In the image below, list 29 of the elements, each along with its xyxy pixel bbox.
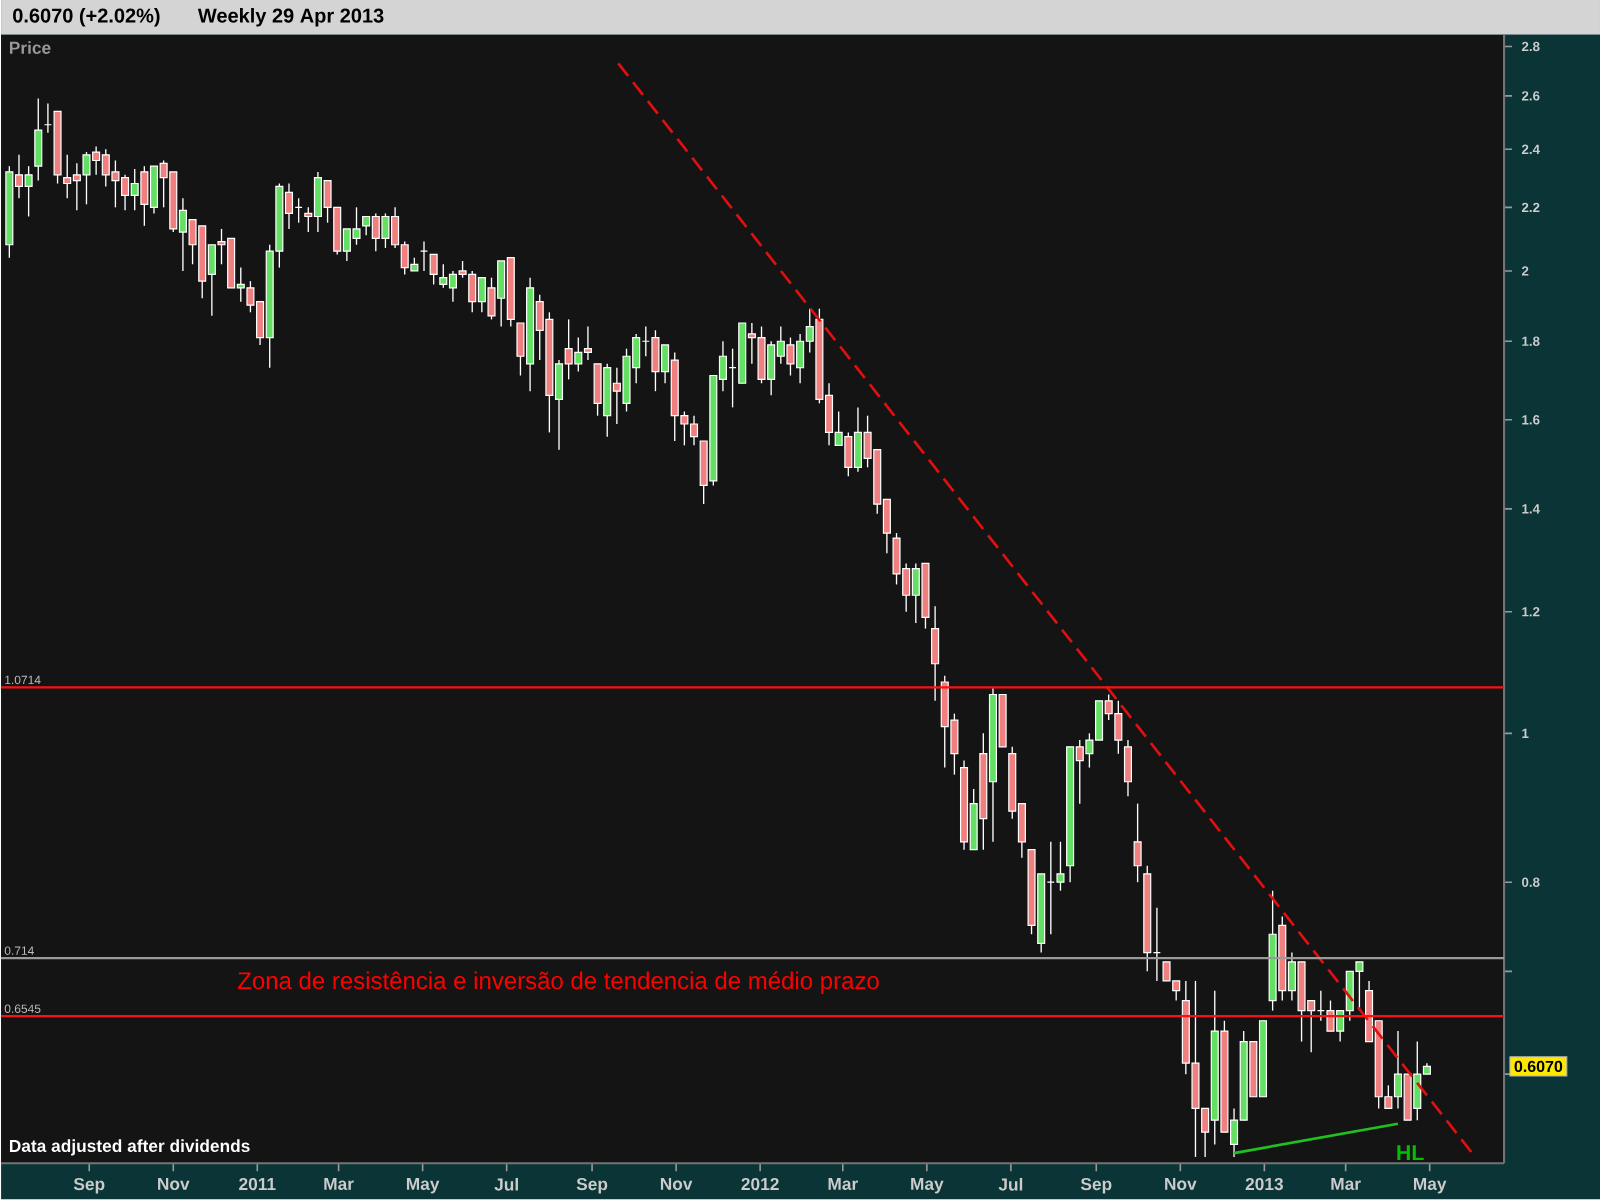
x-tick-label: Sep (1080, 1177, 1112, 1194)
x-tick-label: Sep (73, 1177, 105, 1194)
candlestick (429, 253, 438, 285)
annotation: 0.6070 (1514, 1060, 1563, 1072)
x-tick-label: Jul (998, 1177, 1023, 1191)
chart-title: 0.6070 (+2.02%) (13, 7, 160, 27)
x-tick-label: May (911, 1177, 944, 1194)
annotation: Data adjusted after dividends (9, 1139, 250, 1156)
x-tick-label: 2011 (239, 1177, 276, 1190)
candlestick (1133, 802, 1142, 883)
x-tick-label: 2013 (1245, 1177, 1283, 1190)
annotation: HL (1397, 1145, 1424, 1160)
x-tick-label: Mar (1331, 1177, 1361, 1190)
candlestick (1123, 739, 1133, 797)
y-axis-title: Price (9, 40, 51, 54)
x-tick-label: Jul (494, 1177, 518, 1191)
x-tick-label: Nov (1165, 1177, 1197, 1190)
x-tick-label: Nov (660, 1177, 693, 1190)
x-tick-label: Sep (576, 1177, 608, 1194)
candlestick (931, 605, 940, 702)
x-tick-label: Mar (324, 1177, 354, 1190)
x-tick-label: May (406, 1177, 440, 1194)
x-tick-label: Mar (828, 1177, 858, 1190)
chart-subtitle: Weekly 29 Apr 2013 (197, 7, 384, 27)
candlestick (34, 97, 43, 182)
x-tick-label: May (1414, 1177, 1447, 1194)
annotation: Zona de resistência e inversão de tendencia de médio prazo (237, 971, 879, 994)
x-tick-label: 2012 (741, 1177, 779, 1190)
x-tick-label: Nov (158, 1177, 190, 1190)
